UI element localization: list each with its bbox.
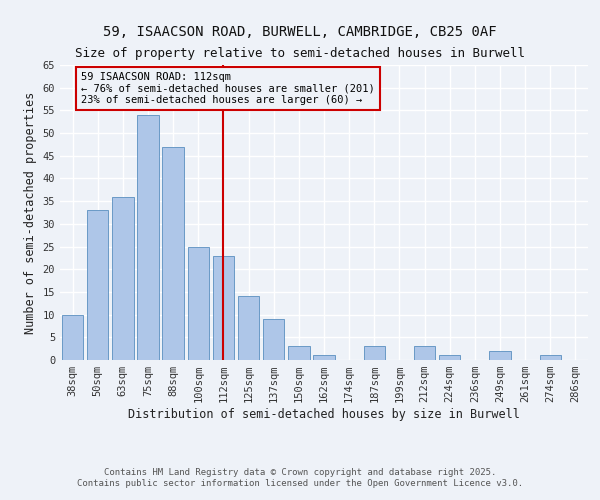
Bar [213, 256, 234, 360]
Bar [439, 356, 460, 360]
Bar [87, 210, 109, 360]
Bar [490, 351, 511, 360]
Bar [112, 196, 134, 360]
Text: Contains HM Land Registry data © Crown copyright and database right 2025.
Contai: Contains HM Land Registry data © Crown c… [77, 468, 523, 487]
Bar [313, 356, 335, 360]
Bar [62, 314, 83, 360]
Bar [163, 146, 184, 360]
Bar [414, 346, 435, 360]
Text: 59, ISAACSON ROAD, BURWELL, CAMBRIDGE, CB25 0AF: 59, ISAACSON ROAD, BURWELL, CAMBRIDGE, C… [103, 25, 497, 39]
Bar [539, 356, 561, 360]
Text: 59 ISAACSON ROAD: 112sqm
← 76% of semi-detached houses are smaller (201)
23% of : 59 ISAACSON ROAD: 112sqm ← 76% of semi-d… [82, 72, 375, 105]
X-axis label: Distribution of semi-detached houses by size in Burwell: Distribution of semi-detached houses by … [128, 408, 520, 421]
Y-axis label: Number of semi-detached properties: Number of semi-detached properties [24, 92, 37, 334]
Bar [364, 346, 385, 360]
Bar [238, 296, 259, 360]
Bar [188, 246, 209, 360]
Text: Size of property relative to semi-detached houses in Burwell: Size of property relative to semi-detach… [75, 48, 525, 60]
Bar [288, 346, 310, 360]
Bar [137, 115, 158, 360]
Bar [263, 319, 284, 360]
